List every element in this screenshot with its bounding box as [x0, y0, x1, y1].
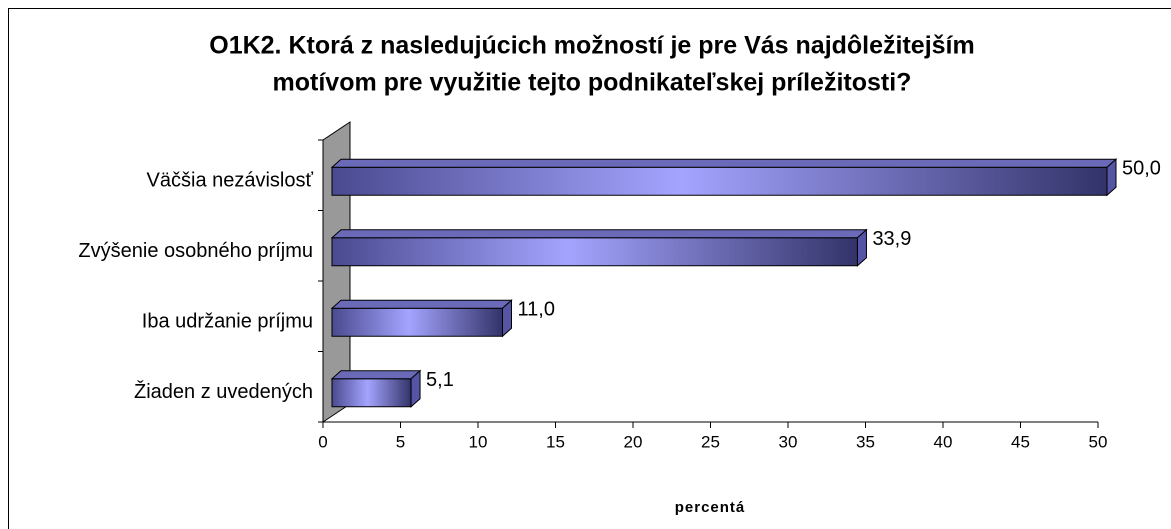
value-label: 11,0 [518, 299, 555, 321]
y-tick-label: Väčšia nezávislosť [147, 170, 314, 192]
x-axis-label: percentá [675, 499, 746, 516]
chart-title: motívom pre využitie tejto podnikateľske… [273, 69, 912, 97]
bar-top [330, 229, 868, 239]
x-tick-label: 45 [1011, 432, 1030, 451]
y-tick-label: Zvýšenie osobného príjmu [78, 240, 313, 262]
bar [331, 307, 503, 337]
x-tick-label: 10 [469, 432, 488, 451]
x-tick-label: 5 [396, 432, 405, 451]
x-tick-label: 50 [1089, 432, 1108, 451]
value-label: 33,9 [872, 228, 911, 250]
bar [331, 166, 1108, 196]
value-label: 5,1 [426, 369, 454, 391]
bar [331, 237, 858, 267]
y-tick-label: Iba udržanie príjmu [142, 311, 313, 333]
bar-top [330, 158, 1118, 168]
bar-side [502, 299, 512, 338]
x-tick-label: 40 [934, 432, 953, 451]
x-tick-label: 30 [779, 432, 798, 451]
bar-side [1106, 158, 1117, 197]
bar-side [410, 369, 421, 408]
chart-title: O1K2. Ktorá z nasledujúcich možností je … [209, 32, 974, 60]
bar [331, 378, 412, 408]
x-tick-label: 0 [318, 432, 327, 451]
bar-top [330, 370, 422, 380]
bar-side [856, 228, 867, 267]
x-tick-label: 20 [624, 432, 643, 451]
y-tick-label: Žiaden z uvedených [134, 380, 313, 403]
value-label: 50,0 [1122, 158, 1161, 180]
x-tick-label: 25 [701, 432, 720, 451]
bar-top [330, 299, 513, 309]
x-tick-label: 15 [546, 432, 565, 451]
x-tick-label: 35 [856, 432, 875, 451]
chart-frame [8, 8, 1171, 529]
